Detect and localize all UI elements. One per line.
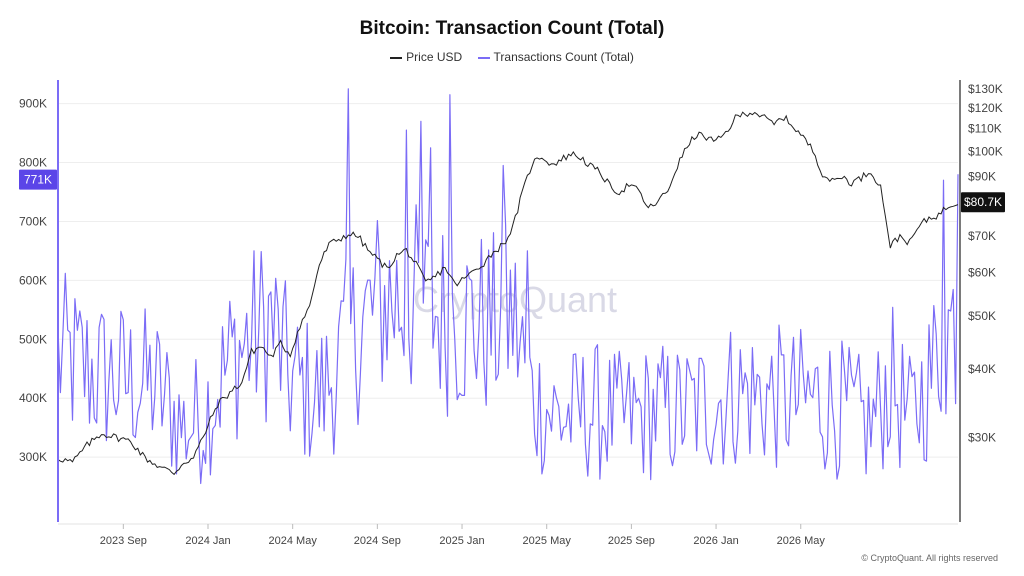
y-left-tick-300K: 300K — [19, 450, 47, 464]
x-tick-2025-May: 2025 May — [523, 535, 572, 547]
y-right-tick-$110K: $110K — [968, 122, 1002, 136]
y-left-tick-700K: 700K — [19, 214, 47, 228]
x-tick-2024-Jan: 2024 Jan — [185, 535, 230, 547]
legend-label-transactions: Transactions Count (Total) — [493, 50, 634, 64]
legend-swatch-transactions — [477, 56, 490, 59]
axis-labels: 300K 400K 500K 600K 700K 800K 900K $30K $40K $50K… — [19, 82, 1005, 547]
y-right-tick-$100K: $100K — [968, 144, 1003, 158]
y-right-tick-$30K: $30K — [968, 430, 996, 444]
x-tick-2024-Sep: 2024 Sep — [354, 535, 401, 547]
y-right-tick-$120K: $120K — [968, 101, 1003, 115]
chart-legend: Price USD Transactions Count (Total) — [0, 50, 1024, 64]
y-left-tick-800K: 800K — [19, 156, 47, 170]
price-last-value-label: $80.7K — [964, 195, 1002, 209]
x-tick-2023-Sep: 2023 Sep — [100, 535, 147, 547]
legend-label-price: Price USD — [406, 50, 463, 64]
x-tick-2025-Jan: 2025 Jan — [439, 535, 484, 547]
transactions-last-value-badge — [19, 169, 57, 190]
transactions-series — [57, 88, 959, 485]
chart-title: Bitcoin: Transaction Count (Total) — [359, 18, 665, 39]
copyright-text: © CryptoQuant. All rights reserved — [861, 553, 998, 563]
x-tick-2024-May: 2024 May — [269, 535, 318, 547]
y-right-tick-$90K: $90K — [968, 169, 996, 183]
y-right-tick-$130K: $130K — [968, 82, 1003, 96]
y-right-tick-$60K: $60K — [968, 266, 996, 280]
y-left-tick-500K: 500K — [19, 332, 47, 346]
transactions-line — [57, 88, 959, 485]
chart-axes — [57, 80, 961, 529]
y-left-tick-900K: 900K — [19, 97, 47, 111]
legend-item-transactions[interactable]: Transactions Count (Total) — [477, 50, 634, 64]
price-series — [57, 111, 959, 476]
x-tick-2026-Jan: 2026 Jan — [693, 535, 738, 547]
legend-item-price[interactable]: Price USD — [390, 50, 462, 64]
x-tick-2026-May: 2026 May — [777, 535, 826, 547]
y-left-tick-600K: 600K — [19, 273, 47, 287]
price-last-value-badge — [961, 192, 1005, 213]
y-right-tick-$70K: $70K — [968, 229, 996, 243]
grid-lines — [58, 103, 958, 458]
legend-swatch-price — [390, 56, 403, 59]
y-right-tick-$40K: $40K — [968, 362, 996, 376]
x-tick-2025-Sep: 2025 Sep — [608, 535, 655, 547]
y-right-tick-$50K: $50K — [968, 309, 996, 323]
transactions-last-value-label: 771K — [24, 173, 52, 187]
y-left-tick-400K: 400K — [19, 391, 47, 405]
price-line — [57, 111, 959, 476]
